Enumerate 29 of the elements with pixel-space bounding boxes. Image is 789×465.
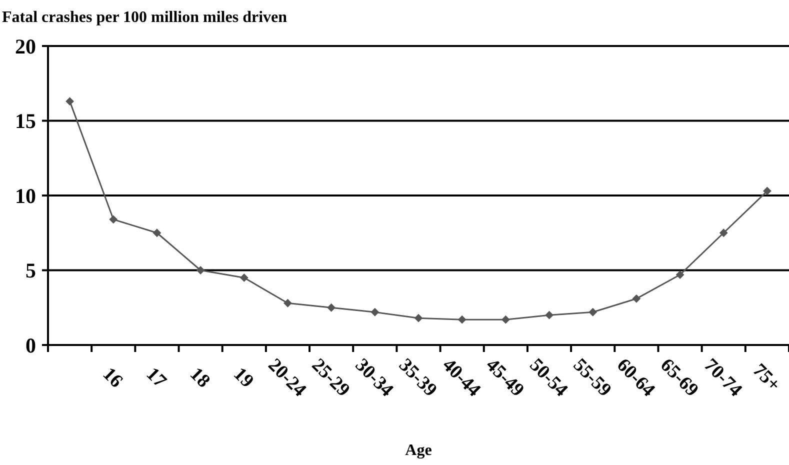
y-tick-label: 15	[15, 109, 36, 134]
x-tick-label: 18	[186, 364, 214, 392]
point	[545, 311, 554, 320]
x-tick-label: 75+	[748, 360, 784, 396]
point	[66, 97, 74, 106]
point	[196, 266, 205, 274]
chart-title: Fatal crashes per 100 million miles driven	[2, 9, 288, 26]
x-tick-label: 16	[98, 364, 127, 392]
x-axis-title: Age	[405, 442, 432, 459]
point	[458, 316, 466, 324]
point	[370, 308, 379, 316]
point	[327, 304, 336, 312]
point	[240, 274, 248, 282]
point	[763, 187, 772, 196]
point	[502, 316, 510, 324]
point	[720, 228, 728, 237]
y-tick-label: 10	[15, 184, 36, 208]
x-tick-label: 19	[229, 364, 258, 392]
y-tick-label: 0	[26, 333, 36, 358]
point	[588, 308, 597, 316]
point	[414, 314, 422, 322]
point	[152, 228, 161, 237]
point	[676, 270, 684, 279]
point	[632, 294, 640, 303]
y-tick-label: 20	[15, 34, 36, 58]
x-tick-label: 17	[142, 364, 171, 392]
point	[109, 215, 118, 224]
y-tick-label: 5	[26, 258, 36, 283]
point	[284, 299, 292, 308]
